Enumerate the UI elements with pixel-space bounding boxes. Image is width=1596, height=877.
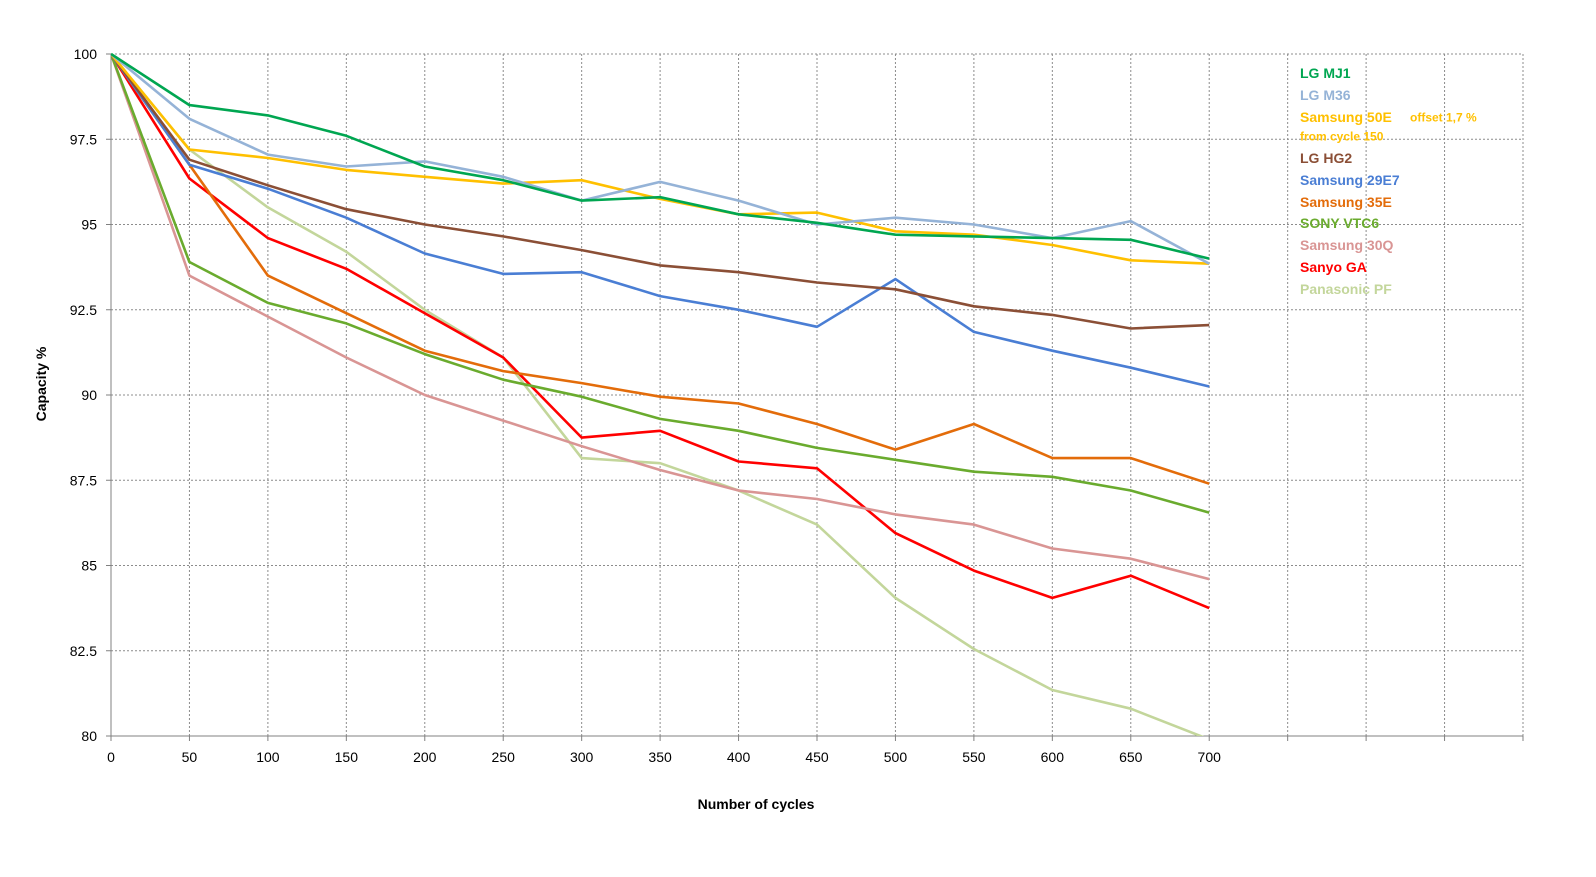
x-tick-label: 0: [107, 749, 115, 765]
legend-label-lg-mj1: LG MJ1: [1300, 65, 1351, 81]
y-tick-label: 100: [74, 46, 98, 62]
x-tick-label: 200: [413, 749, 437, 765]
legend-note: from cycle 150: [1300, 130, 1384, 144]
legend-label-lg-m36: LG M36: [1300, 87, 1351, 103]
series-line-lg-m36: [111, 52, 1210, 265]
y-tick-label: 97.5: [70, 131, 97, 147]
series-lines: [111, 52, 1210, 736]
legend-label-sony-vtc6: SONY VTC6: [1300, 215, 1379, 231]
series-line-lg-hg2: [111, 53, 1210, 330]
x-tick-label: 400: [727, 749, 751, 765]
legend-note: offset 1,7 %: [1410, 111, 1477, 125]
x-axis-title: Number of cycles: [698, 796, 815, 812]
legend-label-sanyo-ga: Sanyo GA: [1300, 259, 1367, 275]
x-tick-label: 150: [335, 749, 359, 765]
x-tick-label: 100: [256, 749, 280, 765]
x-tick-label: 350: [648, 749, 672, 765]
axes: [106, 53, 1524, 741]
series-line-samsung-35e: [111, 53, 1210, 485]
y-tick-label: 80: [81, 728, 97, 744]
legend-label-lg-hg2: LG HG2: [1300, 150, 1352, 166]
y-tick-label: 90: [81, 387, 97, 403]
x-tick-label: 550: [962, 749, 986, 765]
x-tick-label: 450: [805, 749, 829, 765]
series-line-samsung-29e7: [111, 53, 1210, 388]
y-tick-label: 92.5: [70, 302, 97, 318]
x-tick-label: 500: [884, 749, 908, 765]
legend: LG MJ1 LG M36 Samsung 50E offset 1,7 % from …: [1300, 65, 1477, 297]
series-line-sanyo-ga: [111, 53, 1210, 610]
legend-label-samsung-30q: Samsung 30Q: [1300, 237, 1393, 253]
tick-labels: 0 50 100 150 200 250 300 350 400 450 500 550 600 650 7…: [70, 46, 1221, 765]
x-tick-label: 50: [182, 749, 198, 765]
x-tick-label: 250: [492, 749, 516, 765]
y-tick-label: 82.5: [70, 643, 97, 659]
legend-label-samsung-50e: Samsung 50E: [1300, 109, 1392, 125]
grid-lines: [111, 53, 1524, 736]
y-axis-title: Capacity %: [33, 346, 49, 421]
y-tick-label: 85: [81, 558, 97, 574]
x-tick-label: 600: [1041, 749, 1065, 765]
series-line-samsung-50e: [111, 53, 1210, 265]
y-tick-label: 87.5: [70, 472, 97, 488]
x-tick-label: 300: [570, 749, 594, 765]
legend-label-panasonic-pf: Panasonic PF: [1300, 281, 1392, 297]
series-line-panasonic-pf: [111, 53, 1205, 736]
series-line-sony-vtc6: [111, 53, 1210, 514]
legend-label-samsung-35e: Samsung 35E: [1300, 194, 1392, 210]
x-tick-label: 650: [1119, 749, 1143, 765]
series-line-samsung-30q: [111, 53, 1210, 581]
legend-label-samsung-29e7: Samsung 29E7: [1300, 172, 1400, 188]
y-tick-label: 95: [81, 217, 97, 233]
x-tick-label: 700: [1198, 749, 1222, 765]
series-line-lg-mj1: [111, 52, 1210, 260]
